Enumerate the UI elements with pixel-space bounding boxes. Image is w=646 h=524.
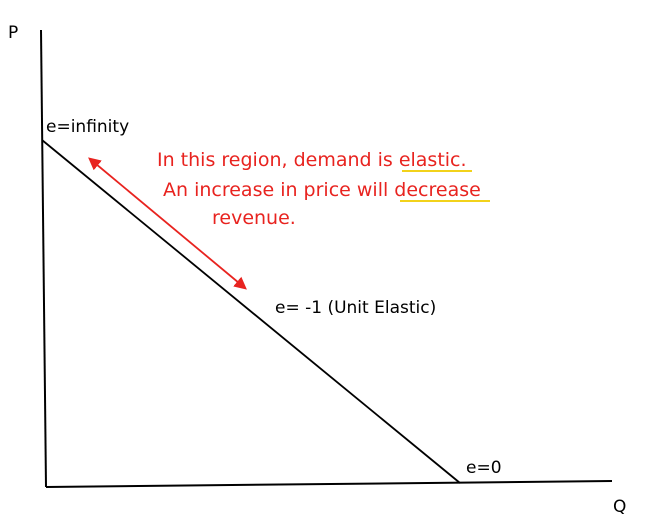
x-axis [45, 480, 613, 488]
y-axis [40, 29, 47, 488]
x-axis-label: Q [613, 497, 626, 517]
annotation-line: revenue. [212, 207, 296, 229]
y-axis-label: P [8, 23, 18, 43]
annotation-line: An increase in price will decrease [163, 179, 481, 201]
elastic-region-arrow [88, 157, 247, 290]
annotation-line: In this region, demand is elastic. [157, 149, 467, 171]
point-label: e=0 [466, 458, 502, 478]
point-label: e=infinity [46, 117, 129, 137]
point-label: e= -1 (Unit Elastic) [275, 298, 436, 318]
